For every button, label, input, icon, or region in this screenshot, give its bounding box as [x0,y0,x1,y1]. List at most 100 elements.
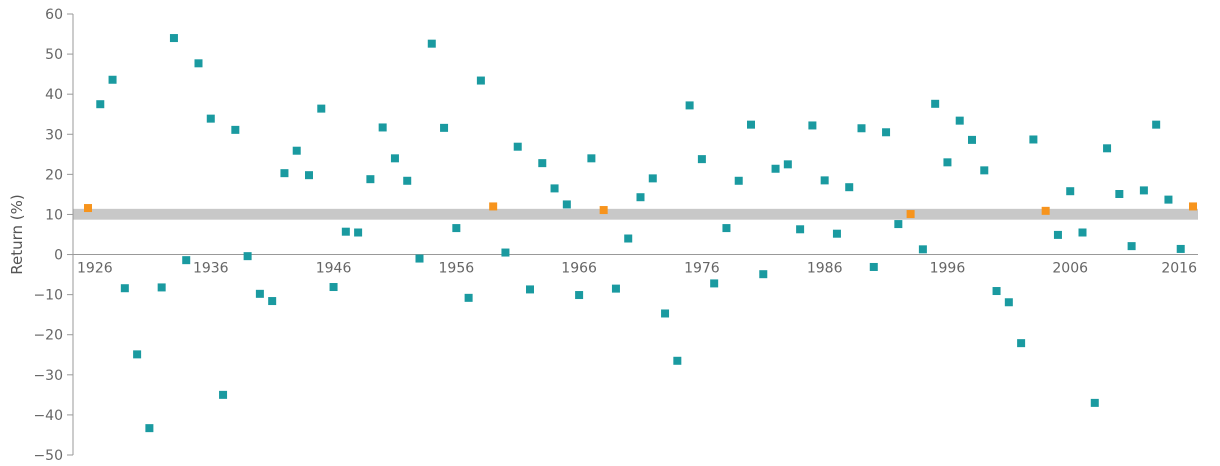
highlighted-point [84,204,92,213]
data-point [501,248,510,257]
data-point [587,154,596,163]
data-point [771,164,780,173]
data-point [808,121,817,130]
data-point [268,297,277,306]
data-point [882,128,891,137]
data-point [169,34,178,43]
data-point [1017,339,1026,348]
data-point [894,220,903,229]
data-point [624,234,633,243]
data-point [820,176,829,185]
data-point [1066,187,1075,196]
y-axis-title: Return (%) [8,194,26,275]
data-point [783,160,792,169]
x-tick-label: 1996 [930,261,966,277]
data-point [611,284,620,293]
data-point [206,114,215,123]
data-points [84,34,1197,433]
x-tick-label: 2006 [1052,261,1088,277]
data-point [943,158,952,167]
x-tick-label: 2016 [1161,261,1197,277]
average-band [73,208,1198,220]
data-point [747,120,755,129]
data-point [317,104,326,113]
highlighted-point [489,202,498,211]
y-tick-label: 30 [45,127,63,143]
data-point [476,76,485,85]
data-point [452,224,461,233]
data-point [403,176,412,185]
data-point [845,183,854,192]
data-point [133,350,142,359]
data-point [980,166,989,175]
data-point [734,176,743,185]
x-tick-labels: 1926 1936 1946 1956 1966 1976 1986 1996 2006 2016 [77,261,1197,277]
y-tick-label: −50 [33,448,63,464]
data-point [390,154,399,163]
data-point [1053,230,1062,239]
y-axis: 60 50 40 30 20 10 0 −10 −20 −30 −40 −50 [33,7,74,464]
data-point [1090,398,1099,407]
data-point [305,171,313,180]
data-point [1164,195,1173,204]
highlighted-point [906,210,915,219]
data-point [955,116,964,125]
data-point [697,155,706,164]
y-tick-label: 10 [45,207,63,223]
data-point [157,283,166,292]
data-point [194,59,203,68]
data-point [366,175,375,184]
data-point [1176,244,1185,253]
data-point [182,256,191,265]
data-point [869,262,878,271]
data-point [219,390,228,399]
data-point [96,100,105,109]
data-point [759,270,768,279]
data-point [440,123,449,132]
x-tick-label: 1966 [561,261,597,277]
x-tick-label: 1926 [77,261,113,277]
y-tick-label: 20 [45,167,63,183]
data-point [722,224,731,233]
data-point [575,291,584,300]
x-tick-label: 1956 [439,261,475,277]
data-point [1078,228,1087,237]
data-point [1127,242,1136,251]
x-tick-label: 1946 [316,261,352,277]
y-tick-label: 50 [45,47,63,63]
data-point [918,245,927,254]
data-point [1004,298,1013,307]
data-point [562,200,571,209]
data-point [108,75,117,84]
y-tick-label: −10 [33,288,63,304]
data-point [464,293,473,302]
data-point [427,39,436,48]
y-tick-label: −20 [33,328,63,344]
data-point [550,184,559,193]
data-point [710,279,719,288]
highlighted-point [1041,206,1050,215]
data-point [1103,144,1112,153]
data-point [513,142,522,151]
data-point [538,159,547,168]
data-point [832,229,841,238]
data-point [1139,186,1148,195]
data-point [673,356,682,365]
data-point [329,283,338,292]
y-tick-label: −40 [33,408,63,424]
data-point [968,135,976,144]
y-tick-label: 0 [54,248,63,264]
data-point [931,99,940,108]
highlighted-point [599,206,608,215]
data-point [378,123,387,132]
x-tick-label: 1986 [807,261,843,277]
data-point [1152,120,1161,129]
data-point [243,252,252,261]
data-point [661,309,670,318]
data-point [648,174,657,183]
data-point [857,124,866,133]
x-tick-label: 1976 [684,261,720,277]
data-point [415,254,424,263]
data-point [636,193,645,202]
